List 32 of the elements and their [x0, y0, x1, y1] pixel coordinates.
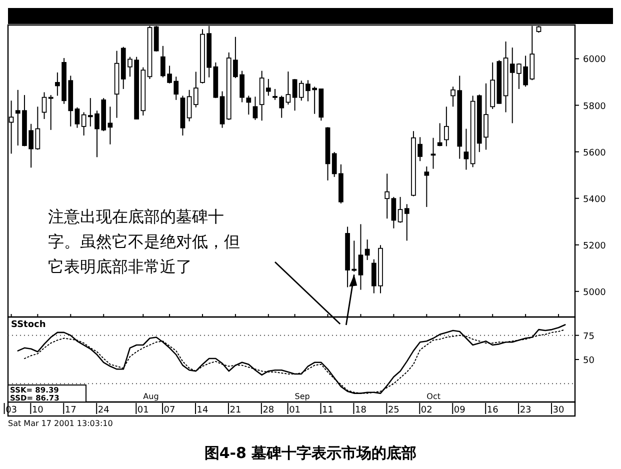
- x-tick-label: 18: [355, 406, 367, 416]
- y-tick-label: 6000: [583, 55, 606, 66]
- y-tick-label: 5200: [583, 241, 606, 252]
- y-tick-label: 5800: [583, 102, 606, 112]
- x-tick-label: 17: [64, 406, 76, 416]
- x-tick-label: 01: [137, 406, 149, 416]
- y-tick-label: 5000: [583, 288, 606, 298]
- x-tick-label: 21: [230, 406, 242, 416]
- x-tick-label: 24: [98, 406, 110, 416]
- y-tick-label: 5400: [583, 194, 606, 205]
- x-tick-label: 11: [322, 406, 334, 416]
- x-tick-label: 14: [196, 406, 208, 416]
- annotation: Aug: [143, 392, 159, 401]
- x-tick-label: 01: [289, 406, 301, 416]
- x-tick-label: 16: [486, 406, 499, 416]
- x-tick-label: 07: [164, 406, 176, 416]
- caption: 图4-8 墓碑十字表示市场的底部: [204, 444, 417, 462]
- annotation: 注意出现在底部的墓碑十字。虽然它不是绝对低，但它表明底部非常近了: [48, 207, 240, 276]
- x-tick-label: 23: [520, 406, 532, 416]
- chart-title: SStoch: [11, 320, 46, 330]
- y-tick-label: 75: [583, 332, 594, 342]
- x-tick-label: 09: [454, 406, 466, 416]
- x-tick-label: 02: [420, 406, 432, 416]
- y-tick-label: 50: [583, 356, 595, 366]
- x-tick-label: 28: [262, 406, 274, 416]
- x-tick-label: 30: [552, 406, 565, 416]
- y-tick-label: 5600: [583, 148, 606, 158]
- x-tick-label: 25: [388, 406, 400, 416]
- annotation: Sep: [294, 392, 310, 401]
- annotation: Oct: [426, 392, 440, 401]
- text: Sat Mar 17 2001 13:03:10: [8, 419, 113, 428]
- x-tick-label: 10: [32, 406, 44, 416]
